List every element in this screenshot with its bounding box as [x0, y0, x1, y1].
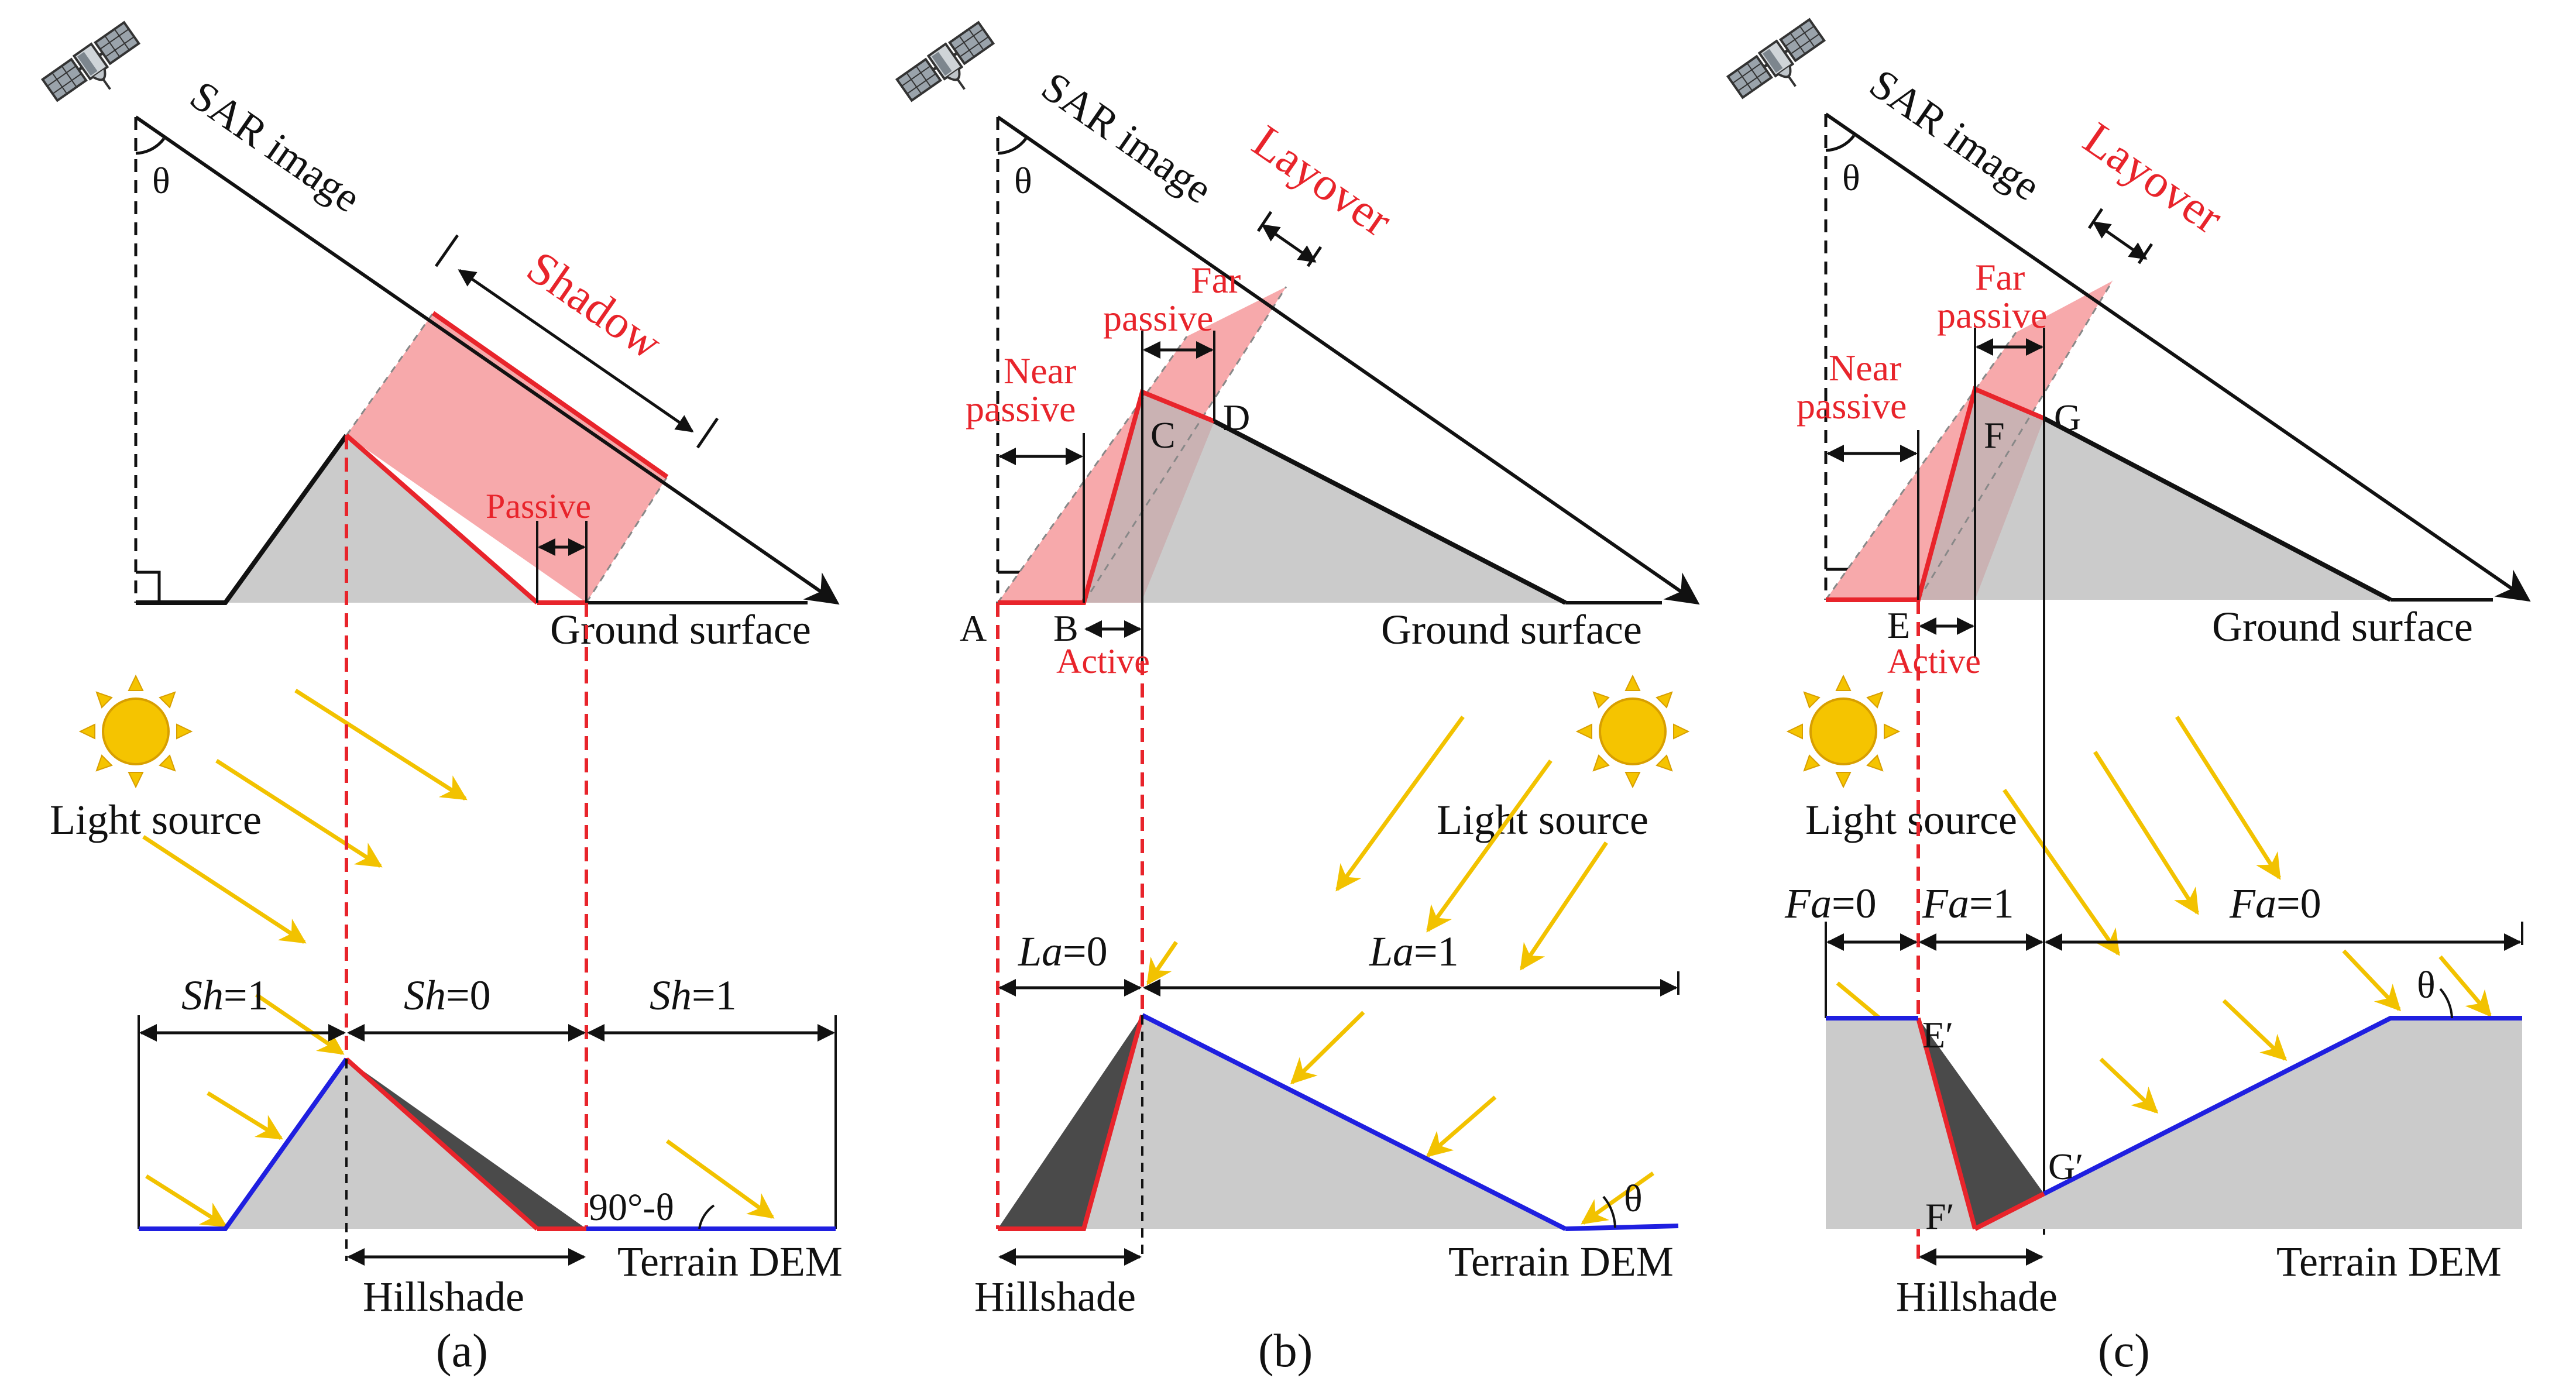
- light-rays: [1146, 715, 1655, 1225]
- point-b: B: [1053, 607, 1079, 649]
- sar-image-label: SAR image: [1861, 60, 2049, 209]
- shadow-label: Shadow: [518, 241, 671, 369]
- far-passive-label-2: passive: [1103, 297, 1213, 339]
- point-e: E: [1887, 604, 1910, 646]
- passive-label: Passive: [486, 487, 591, 525]
- active-label: Active: [1056, 642, 1150, 681]
- point-a: A: [960, 607, 987, 649]
- active-label: Active: [1887, 642, 1981, 681]
- light-rays: [1836, 716, 2492, 1114]
- panel-caption: (b): [1258, 1325, 1313, 1377]
- terrain-dem-label: Terrain DEM: [2276, 1238, 2502, 1285]
- light-source-label: Light source: [1805, 796, 2017, 843]
- near-passive-label: Near: [1829, 347, 1901, 389]
- panel-caption: (a): [436, 1325, 488, 1377]
- ground-surface-label: Ground surface: [550, 606, 811, 653]
- point-f: F: [1984, 414, 2005, 456]
- sun-icon: [1576, 675, 1689, 788]
- sun-icon: [79, 675, 193, 788]
- index-segment-2: La=1: [1369, 928, 1459, 975]
- point-d: D: [1223, 397, 1250, 438]
- point-g: G: [2054, 397, 2081, 438]
- index-segment-1: La=0: [1018, 928, 1108, 975]
- near-passive-label-2: passive: [966, 388, 1076, 430]
- panel-a: θ SAR image Shadow Passive Ground surfac…: [42, 22, 843, 1377]
- ground-surface-label: Ground surface: [2212, 603, 2473, 650]
- point-c: C: [1150, 414, 1176, 456]
- near-passive-label-2: passive: [1797, 385, 1907, 427]
- index-segment-3: Fa=0: [2229, 880, 2321, 927]
- theta-label: θ: [1842, 157, 1860, 198]
- ground-surface-label: Ground surface: [1381, 606, 1642, 653]
- light-source-label: Light source: [50, 796, 262, 843]
- theta-label: θ: [152, 160, 170, 201]
- theta-label: θ: [1014, 160, 1032, 201]
- point-g-prime: G′: [2048, 1146, 2083, 1187]
- satellite-icon: [1727, 19, 1836, 115]
- terrain: [225, 435, 537, 603]
- index-segment-2: Fa=1: [1922, 880, 2014, 927]
- hillshade-label: Hillshade: [363, 1273, 524, 1320]
- panel-c: θ SAR image Layover Near passive Far pas…: [1727, 19, 2531, 1377]
- index-segment-2: Sh=0: [404, 972, 491, 1019]
- angle-label: θ: [1624, 1177, 1643, 1220]
- index-segment-1: Fa=0: [1784, 880, 1877, 927]
- terrain-dem-label: Terrain DEM: [617, 1238, 843, 1285]
- panel-caption: (c): [2098, 1325, 2150, 1377]
- far-passive-label: Far: [1191, 259, 1241, 301]
- index-segment-1: Sh=1: [181, 972, 269, 1019]
- sar-image-label: SAR image: [1033, 63, 1221, 212]
- angle-label: θ: [2417, 964, 2436, 1006]
- satellite-icon: [897, 22, 1005, 118]
- satellite-icon: [42, 22, 151, 118]
- light-rays: [142, 689, 775, 1228]
- terrain-dem-label: Terrain DEM: [1448, 1238, 1674, 1285]
- point-f-prime: F′: [1925, 1195, 1955, 1237]
- sar-image-label: SAR image: [182, 71, 369, 221]
- far-passive-label-2: passive: [1937, 294, 2047, 336]
- hillshade-label: Hillshade: [974, 1273, 1136, 1320]
- sun-icon: [1787, 675, 1900, 788]
- hillshade-label: Hillshade: [1896, 1273, 2058, 1320]
- far-passive-label: Far: [1975, 256, 2025, 298]
- point-e-prime: E′: [1922, 1014, 1953, 1056]
- near-passive-label: Near: [1004, 350, 1076, 391]
- index-segment-3: Sh=1: [650, 972, 737, 1019]
- panel-b: θ SAR image Layover Near passive Far pas…: [897, 22, 1700, 1377]
- angle-label: 90°-θ: [589, 1186, 674, 1229]
- light-source-label: Light source: [1437, 796, 1648, 843]
